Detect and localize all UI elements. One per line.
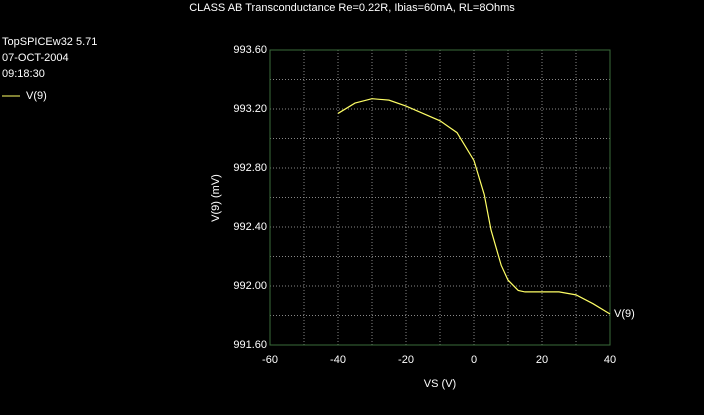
series-end-label: V(9)	[614, 308, 635, 320]
plot-frame	[269, 49, 611, 346]
x-tick-label: -60	[262, 354, 278, 366]
y-tick-label: 992.00	[233, 280, 267, 292]
info-line: TopSPICEw32 5.71	[2, 36, 97, 48]
chart-title: CLASS AB Transconductance Re=0.22R, Ibia…	[189, 2, 515, 14]
y-tick-label: 992.80	[233, 162, 267, 174]
y-tick-label: 991.60	[233, 339, 267, 351]
x-tick-label: -40	[330, 354, 346, 366]
y-tick-label: 993.60	[233, 44, 267, 56]
y-tick-label: 992.40	[233, 221, 267, 233]
legend-entry: V(9)	[26, 90, 47, 102]
series-line	[337, 98, 611, 315]
info-line: 09:18:30	[2, 68, 45, 80]
y-tick-label: 993.20	[233, 103, 267, 115]
y-axis-label: V(9) (mV)	[210, 174, 222, 222]
x-tick-label: 40	[604, 354, 616, 366]
info-line: 07-OCT-2004	[2, 52, 69, 64]
x-tick-label: 0	[471, 354, 477, 366]
x-tick-label: 20	[536, 354, 548, 366]
x-axis-label: VS (V)	[424, 378, 456, 390]
x-tick-label: -20	[398, 354, 414, 366]
